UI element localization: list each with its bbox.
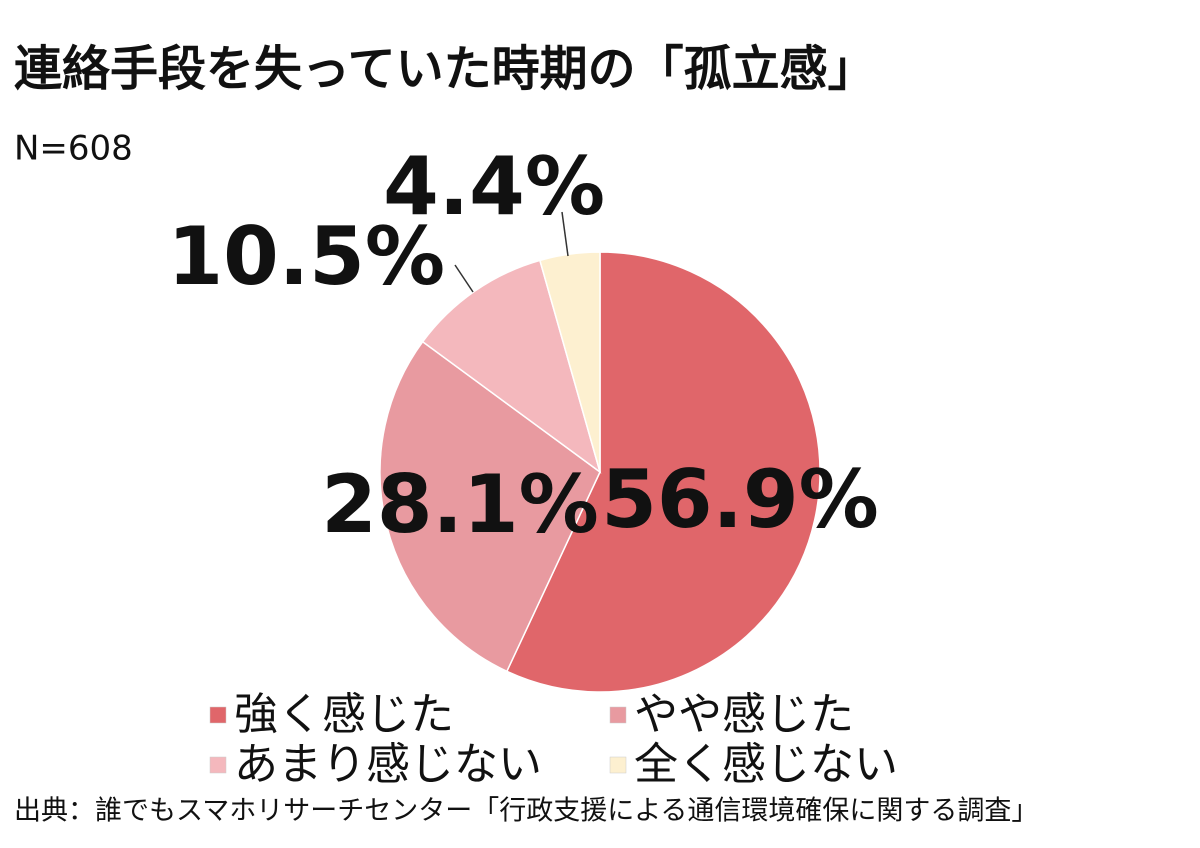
legend-label: あまり感じない (234, 739, 542, 790)
legend-swatch (609, 756, 627, 774)
pie-slice (538, 251, 601, 473)
data-label: 4.4% (383, 140, 605, 233)
pie-slice (379, 340, 601, 673)
pie-slice (421, 259, 602, 474)
legend-swatch (609, 706, 627, 724)
legend-swatch (209, 756, 227, 774)
leader-line (561, 211, 569, 257)
legend-swatch (209, 706, 227, 724)
leader-line (454, 264, 474, 293)
chart-subtitle: N=608 (14, 129, 133, 169)
legend-label: やや感じた (634, 689, 854, 740)
source-note: 出典：誰でもスマホリサーチセンター「行政支援による通信環境確保に関する調査」 (14, 796, 1038, 827)
data-label: 10.5% (167, 210, 445, 303)
pie-slice (505, 251, 821, 693)
legend-label: 全く感じない (634, 739, 898, 790)
data-label: 56.9% (601, 453, 879, 546)
chart-title: 連絡手段を失っていた時期の「孤立感」 (14, 41, 876, 97)
data-label: 28.1% (321, 458, 599, 551)
legend-label: 強く感じた (234, 689, 454, 740)
